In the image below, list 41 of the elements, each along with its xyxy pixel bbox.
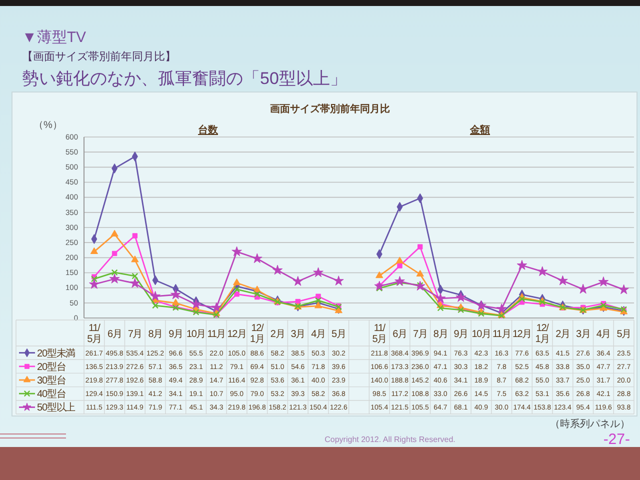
text: -27- [603,431,630,448]
x-tick-label: 11/5月 [87,323,102,345]
x-tick-label: 8月 [148,329,162,340]
x-tick-label: 11月 [492,329,511,340]
y-axis-title: （%） [34,120,62,131]
chart-title: 画面サイズ帯別前年同月比 [270,103,390,115]
legend-label: 20型台 [37,360,66,373]
x-tick-label: 5月 [616,329,631,340]
x-tick-label: 5月 [332,329,346,340]
legend-label: 20型未満 [37,347,76,360]
x-tick-label: 11月 [207,329,226,340]
x-tick-label: 4月 [311,329,326,340]
text: （時系列パネル） [550,418,630,430]
x-tick-label: 2月 [556,329,570,340]
text: 台数 [198,124,219,136]
x-tick-label: 9月 [168,329,183,340]
x-tick-label: 12/1月 [250,323,264,345]
x-tick-label: 7月 [128,329,142,340]
x-tick-label: 11/5月 [372,323,386,345]
x-tick-label: 2月 [270,329,285,340]
legend-label: 30型台 [37,374,66,386]
text: 勢い鈍化のなか、孤軍奮闘の「50型以上」 [22,69,347,88]
x-tick-label: 10月 [472,329,491,340]
x-tick-label: 6月 [107,329,122,340]
x-tick-label: 3月 [290,329,305,340]
x-tick-label: 6月 [392,329,407,340]
legend-label: 50型以上 [37,402,76,414]
x-tick-label: 12月 [512,329,532,340]
x-tick-label: 9月 [454,329,468,340]
text: ▼薄型TV [22,29,86,46]
text: 金額 [469,124,490,136]
x-tick-label: 12月 [227,329,246,340]
x-tick-label: 8月 [433,329,448,340]
x-tick-label: 10月 [186,329,206,340]
x-tick-label: 4月 [596,329,611,340]
x-tick-label: 3月 [576,329,590,340]
text: Copyright 2012. All Rights Reserved. [324,435,456,444]
legend-label: 40型台 [37,388,66,400]
x-tick-label: 7月 [413,329,428,340]
text: 【画面サイズ帯別前年同月比】 [22,50,176,63]
x-tick-label: 12/1月 [535,323,550,345]
